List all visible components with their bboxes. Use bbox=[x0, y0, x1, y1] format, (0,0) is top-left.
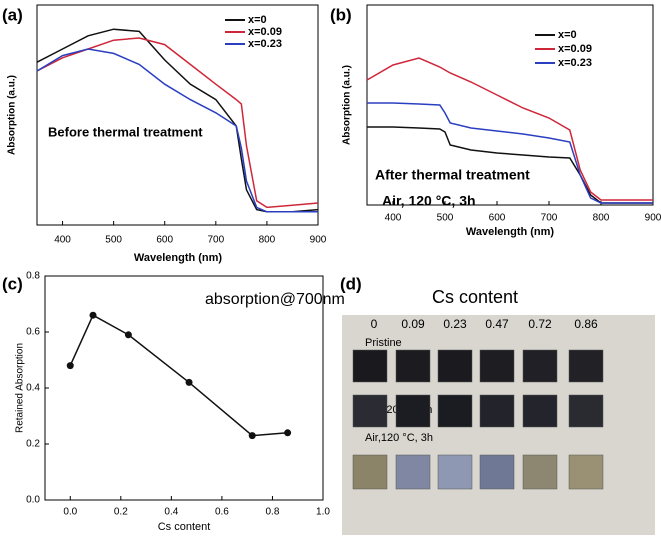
legend-label: x=0 bbox=[248, 14, 267, 26]
series-line bbox=[366, 57, 653, 201]
y-axis-label: Absorption (a.u.) bbox=[342, 65, 353, 145]
point bbox=[284, 429, 292, 437]
series-line bbox=[36, 48, 318, 213]
point bbox=[89, 311, 97, 319]
film-sample bbox=[395, 454, 431, 490]
legend-label: x=0.09 bbox=[558, 43, 592, 55]
point bbox=[185, 378, 193, 386]
legend-label: x=0.23 bbox=[248, 38, 282, 50]
film-sample bbox=[437, 454, 473, 490]
film-sample bbox=[437, 349, 473, 383]
plot-frame bbox=[44, 275, 324, 501]
point bbox=[248, 432, 256, 440]
legend-label: x=0.09 bbox=[248, 26, 282, 38]
series-line bbox=[367, 126, 653, 204]
annotation: Before thermal treatment bbox=[48, 124, 203, 139]
plot-frame bbox=[36, 4, 319, 226]
x-tick-label: 700 bbox=[541, 213, 558, 224]
x-tick-label: 900 bbox=[310, 235, 327, 246]
legend-label: x=0 bbox=[558, 29, 577, 41]
x-tick-label: 0.8 bbox=[266, 507, 280, 518]
series-line bbox=[36, 28, 319, 213]
point bbox=[66, 362, 74, 370]
series-line bbox=[36, 37, 319, 209]
film-sample bbox=[522, 454, 558, 490]
y-tick-label: 0.8 bbox=[26, 271, 40, 282]
film-sample bbox=[479, 394, 515, 428]
x-tick-label: 0.2 bbox=[114, 507, 128, 518]
x-axis-label: Cs content bbox=[158, 521, 211, 533]
photo-column-label: 0.09 bbox=[401, 317, 425, 331]
x-tick-label: 900 bbox=[645, 213, 661, 224]
film-sample bbox=[479, 349, 515, 383]
x-tick-label: 400 bbox=[54, 235, 71, 246]
film-sample bbox=[352, 454, 388, 490]
film-sample bbox=[568, 454, 604, 490]
y-tick-label: 0.6 bbox=[26, 327, 40, 338]
photo-column-label: 0.23 bbox=[443, 317, 467, 331]
x-tick-label: 1.0 bbox=[316, 507, 330, 518]
film-sample bbox=[352, 394, 388, 428]
film-sample bbox=[522, 349, 558, 383]
y-axis-label: Absorption (a.u.) bbox=[7, 75, 18, 155]
film-sample bbox=[479, 454, 515, 490]
x-tick-label: 600 bbox=[156, 235, 173, 246]
y-axis-label: Retained Absorption bbox=[15, 343, 26, 433]
series-line bbox=[367, 102, 653, 204]
y-tick-label: 0.0 bbox=[26, 495, 40, 506]
photo-row-label: Pristine bbox=[365, 337, 402, 349]
film-sample bbox=[395, 394, 431, 428]
x-tick-label: 500 bbox=[437, 213, 454, 224]
photo-column-label: 0.86 bbox=[574, 317, 598, 331]
x-tick-label: 800 bbox=[259, 235, 276, 246]
annotation: After thermal treatment bbox=[375, 167, 530, 183]
photo-row-label: Air,120 °C, 3h bbox=[365, 432, 433, 444]
x-tick-label: 0.4 bbox=[164, 507, 178, 518]
film-sample bbox=[352, 349, 388, 383]
film-sample bbox=[437, 394, 473, 428]
film-sample bbox=[522, 394, 558, 428]
film-sample bbox=[568, 349, 604, 383]
photo-title: Cs content bbox=[432, 287, 518, 307]
x-tick-label: 0.0 bbox=[63, 507, 77, 518]
panel-label: (c) bbox=[2, 274, 23, 293]
y-tick-label: 0.4 bbox=[26, 383, 40, 394]
y-tick-label: 0.2 bbox=[26, 439, 40, 450]
x-axis-label: Wavelength (nm) bbox=[466, 226, 555, 238]
plot-frame bbox=[366, 4, 654, 206]
annotation: Air, 120 °C, 3h bbox=[382, 193, 476, 209]
panel-label: (d) bbox=[340, 274, 362, 293]
panel-label: (a) bbox=[2, 5, 23, 24]
x-tick-label: 700 bbox=[207, 235, 224, 246]
point bbox=[124, 331, 132, 339]
photo-column-label: 0.47 bbox=[485, 317, 509, 331]
film-sample bbox=[395, 349, 431, 383]
photo-column-label: 0 bbox=[371, 317, 378, 331]
x-tick-label: 800 bbox=[593, 213, 610, 224]
x-axis-label: Wavelength (nm) bbox=[134, 252, 223, 264]
panel-label: (b) bbox=[330, 5, 352, 24]
film-sample bbox=[568, 394, 604, 428]
annotation: absorption@700nm bbox=[205, 291, 345, 308]
legend-label: x=0.23 bbox=[558, 57, 592, 69]
x-tick-label: 500 bbox=[105, 235, 122, 246]
photo-column-label: 0.72 bbox=[528, 317, 552, 331]
x-tick-label: 0.6 bbox=[215, 507, 229, 518]
x-tick-label: 600 bbox=[489, 213, 506, 224]
series-line bbox=[69, 314, 288, 437]
x-tick-label: 400 bbox=[385, 213, 402, 224]
